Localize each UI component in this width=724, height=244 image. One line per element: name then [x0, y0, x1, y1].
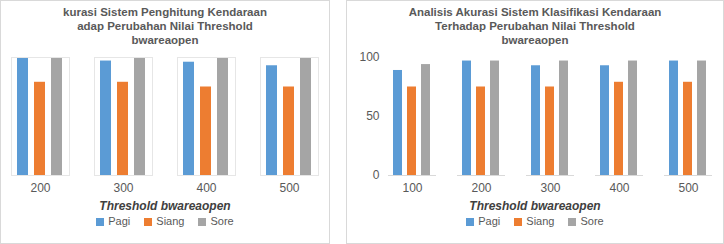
svg-text:200: 200	[471, 181, 491, 195]
html-text:Threshold bwareaopen: Threshold bwareaopen	[99, 199, 231, 213]
html-text:Threshold bwareaopen: Threshold bwareaopen	[469, 199, 601, 213]
html-text:Sore: Sore	[210, 215, 234, 227]
svg-text:300: 300	[540, 181, 560, 195]
svg-text:50: 50	[366, 109, 380, 123]
svg-text:300: 300	[113, 181, 133, 195]
html-text:Siang: Siang	[156, 215, 185, 227]
svg-text:400: 400	[609, 181, 629, 195]
svg-text:0: 0	[373, 168, 380, 182]
svg-text:500: 500	[678, 181, 698, 195]
svg-text:100: 100	[359, 50, 379, 64]
html-text:Siang: Siang	[526, 215, 555, 227]
html-text:Pagi: Pagi	[478, 215, 501, 227]
svg-text:200: 200	[30, 181, 50, 195]
svg-text:400: 400	[196, 181, 216, 195]
svg-text:100: 100	[402, 181, 422, 195]
html-text:Analisis Akurasi Sistem Klasif: Analisis Akurasi Sistem Klasifikasi Kend…	[408, 6, 662, 46]
html-text:Sore: Sore	[580, 215, 604, 227]
html-text:kurasi Sistem Penghitung Kenda: kurasi Sistem Penghitung Kendaraan adap …	[63, 6, 267, 46]
html-text:Pagi: Pagi	[108, 215, 131, 227]
svg-text:500: 500	[279, 181, 299, 195]
